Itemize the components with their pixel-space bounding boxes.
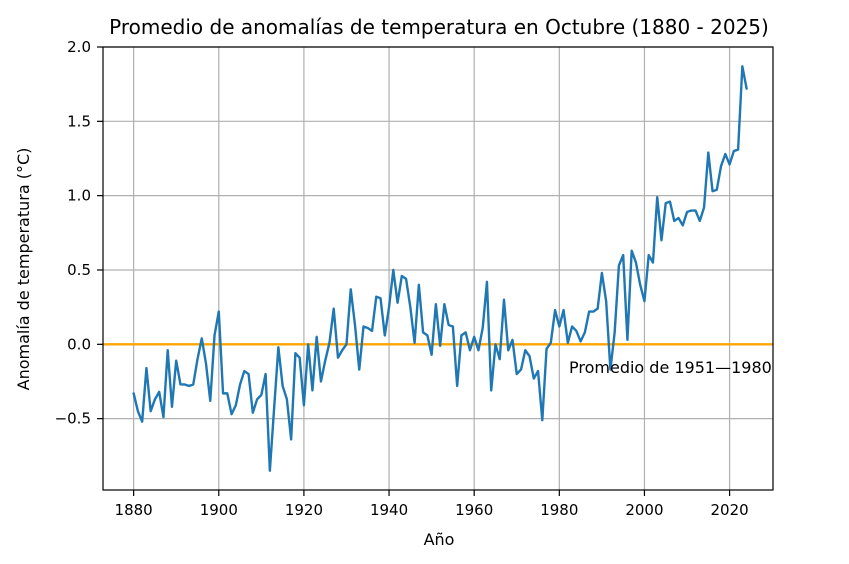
grid-layer xyxy=(103,46,773,490)
y-tick-label: 0.0 xyxy=(67,335,91,353)
x-tick-label: 1900 xyxy=(200,501,238,519)
y-tick-label: −0.5 xyxy=(55,410,91,428)
plot-frame xyxy=(102,46,774,491)
x-tick-label: 1920 xyxy=(285,501,323,519)
chart-title: Promedio de anomalías de temperatura en … xyxy=(109,15,769,39)
x-tick-label: 1940 xyxy=(370,501,408,519)
series-layer xyxy=(132,65,748,472)
x-tick-label: 1880 xyxy=(115,501,153,519)
axis-layer: 1880 1900 1920 1940 1960 1980 2000 2020 −0.5 0.0 0… xyxy=(55,38,774,519)
y-tick-label: 1.5 xyxy=(67,112,91,130)
y-axis-label: Anomalía de temperatura (°C) xyxy=(14,148,33,391)
reference-line-label: Promedio de 1951—1980 xyxy=(569,358,772,377)
x-tick-label: 2020 xyxy=(710,501,748,519)
x-tick-label: 1980 xyxy=(540,501,578,519)
x-tick-label: 2000 xyxy=(625,501,663,519)
y-tick-label: 0.5 xyxy=(67,261,91,279)
y-tick-label: 1.0 xyxy=(67,187,91,205)
x-tick-label: 1960 xyxy=(455,501,493,519)
x-axis-label: Año xyxy=(424,530,455,549)
y-tick-label: 2.0 xyxy=(67,38,91,56)
temperature-anomaly-line xyxy=(132,65,748,472)
